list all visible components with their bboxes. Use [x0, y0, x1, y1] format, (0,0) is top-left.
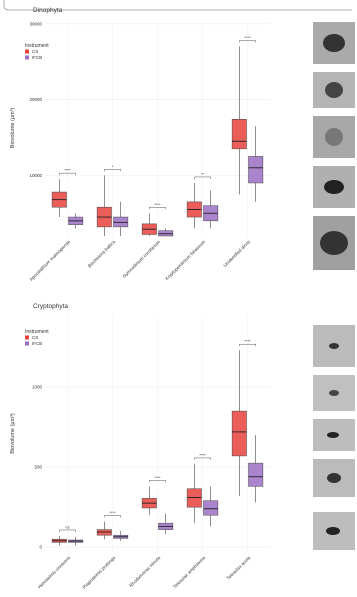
- y-tick-label: 10000: [29, 173, 42, 178]
- y-tick-label: 500: [34, 465, 42, 470]
- legend-label: CS: [32, 49, 38, 54]
- significance-label: ****: [64, 168, 71, 173]
- figure: DinophytaBiovolume (µm³)100002000030000A…: [0, 0, 357, 592]
- significance-label: ****: [244, 339, 251, 344]
- significance-label: ****: [154, 202, 161, 207]
- y-axis-label: Biovolume (µm³): [10, 413, 16, 454]
- legend-swatch: [25, 342, 29, 346]
- legend-label: IFCB: [32, 341, 42, 346]
- box: [232, 119, 246, 149]
- background: [0, 0, 357, 592]
- legend-label: CS: [32, 335, 38, 340]
- significance-label: ****: [154, 475, 161, 480]
- y-axis-label: Biovolume (µm³): [10, 108, 16, 149]
- significance-label: ns: [65, 524, 69, 529]
- legend-swatch: [25, 50, 29, 54]
- legend-swatch: [25, 336, 29, 340]
- panel-title: Dinophyta: [33, 7, 63, 14]
- y-tick-label: 30000: [29, 21, 42, 26]
- box: [204, 501, 218, 515]
- significance-label: ****: [199, 452, 206, 457]
- box: [249, 156, 263, 183]
- significance-label: ****: [109, 510, 116, 515]
- legend-label: IFCB: [32, 55, 42, 60]
- y-tick-label: 20000: [29, 97, 42, 102]
- box: [249, 463, 263, 486]
- y-tick-label: 1000: [32, 385, 43, 390]
- significance-label: **: [201, 171, 205, 176]
- page: {"chart_data": [ {"type": "box", "title"…: [0, 0, 357, 597]
- legend-swatch: [25, 56, 29, 60]
- significance-label: ****: [244, 35, 251, 40]
- box: [232, 411, 246, 456]
- panel-title: Cryptophyta: [33, 303, 68, 310]
